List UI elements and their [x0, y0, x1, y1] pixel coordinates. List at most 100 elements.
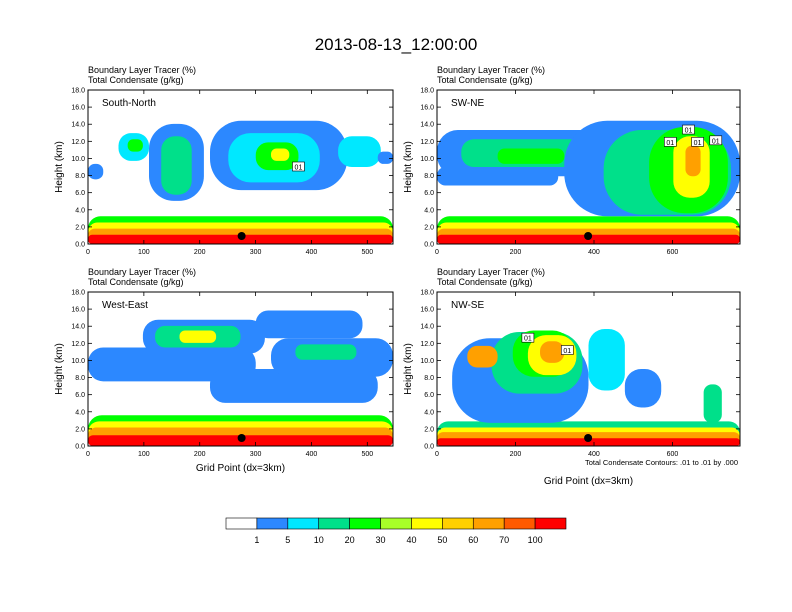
x-axis-label: Grid Point (dx=3km)	[196, 463, 285, 474]
panels: Boundary Layer Tracer (%)Total Condensat…	[54, 65, 741, 487]
contour-label: 01	[685, 128, 693, 135]
y-tick-label: 16.0	[420, 105, 434, 112]
panel-nw-se: Boundary Layer Tracer (%)Total Condensat…	[403, 267, 741, 487]
y-tick-label: 10.0	[71, 358, 85, 365]
y-tick-label: 4.0	[75, 409, 85, 416]
colorbar-label: 5	[285, 535, 290, 545]
contour-label: 01	[694, 140, 702, 147]
location-marker	[584, 434, 593, 442]
x-axis-label: Grid Point (dx=3km)	[544, 476, 633, 487]
y-tick-label: 8.0	[424, 375, 434, 382]
panel-frame	[436, 89, 741, 245]
colorbar-swatch	[534, 517, 567, 530]
colorbar-label: 50	[437, 535, 447, 545]
field-region	[88, 347, 256, 382]
panel-header-tracer: Boundary Layer Tracer (%)	[437, 65, 545, 75]
panel-south-north: Boundary Layer Tracer (%)Total Condensat…	[54, 65, 394, 256]
panel-header-tracer: Boundary Layer Tracer (%)	[88, 267, 196, 277]
field-region	[127, 139, 143, 152]
x-tick-label: 600	[667, 249, 679, 256]
contour-label: 01	[666, 140, 674, 147]
y-tick-label: 18.0	[71, 88, 85, 95]
panel-header-tracer: Boundary Layer Tracer (%)	[437, 267, 545, 277]
panel-field	[88, 292, 393, 446]
contour-label: 01	[563, 348, 571, 355]
y-tick-label: 0.0	[424, 242, 434, 249]
contour-label-box	[691, 137, 704, 147]
y-tick-label: 14.0	[420, 122, 434, 129]
y-tick-label: 2.0	[75, 224, 85, 231]
y-tick-label: 6.0	[75, 392, 85, 399]
colorbar-label: 20	[345, 535, 355, 545]
y-tick-label: 0.0	[75, 444, 85, 451]
contour-label-box	[664, 137, 677, 147]
colorbar-swatch	[411, 517, 443, 530]
x-tick-label: 400	[588, 451, 600, 458]
colorbar-label: 10	[314, 535, 324, 545]
colorbar-label: 100	[528, 535, 543, 545]
contour-label-box	[521, 332, 535, 343]
chart-title: 2013-08-13_12:00:00	[315, 35, 478, 54]
x-tick-label: 200	[510, 249, 522, 256]
contour-label-box	[709, 135, 723, 146]
contour-label-box	[560, 345, 574, 355]
panel-sw-ne: Boundary Layer Tracer (%)Total Condensat…	[403, 65, 741, 256]
panel-frame	[87, 89, 394, 245]
colorbar-swatch	[287, 517, 320, 530]
y-tick-label: 6.0	[424, 190, 434, 197]
y-tick-label: 2.0	[75, 426, 85, 433]
y-tick-label: 12.0	[71, 341, 85, 348]
x-tick-label: 200	[194, 249, 206, 256]
panel-frame	[87, 291, 394, 447]
y-tick-label: 12.0	[71, 139, 85, 146]
panel-west-east: Boundary Layer Tracer (%)Total Condensat…	[54, 267, 394, 474]
y-tick-label: 16.0	[71, 105, 85, 112]
x-tick-label: 200	[194, 451, 206, 458]
y-tick-label: 6.0	[424, 392, 434, 399]
location-marker	[237, 232, 246, 240]
x-tick-label: 400	[306, 249, 318, 256]
panel-field	[437, 292, 740, 446]
colorbar-swatch	[472, 517, 505, 530]
x-tick-label: 0	[86, 249, 90, 256]
y-tick-label: 4.0	[424, 409, 434, 416]
y-tick-label: 12.0	[420, 341, 434, 348]
field-region	[88, 163, 104, 180]
y-tick-label: 6.0	[75, 190, 85, 197]
x-tick-label: 500	[361, 249, 373, 256]
y-tick-label: 0.0	[424, 444, 434, 451]
y-tick-label: 18.0	[420, 290, 434, 297]
panel-header-condensate: Total Condensate (g/kg)	[437, 75, 533, 85]
y-axis-label: Height (km)	[54, 343, 65, 395]
field-region	[588, 328, 625, 391]
y-tick-label: 8.0	[75, 375, 85, 382]
field-region	[271, 148, 290, 161]
panel-name: West-East	[102, 300, 148, 311]
field-region	[377, 151, 393, 164]
field-region	[685, 145, 701, 177]
y-tick-label: 10.0	[71, 156, 85, 163]
y-tick-label: 16.0	[420, 307, 434, 314]
panel-name: SW-NE	[451, 98, 484, 109]
field-region	[161, 136, 192, 195]
field-region	[540, 341, 565, 363]
y-tick-label: 14.0	[420, 324, 434, 331]
y-tick-label: 14.0	[71, 122, 85, 129]
y-tick-label: 18.0	[420, 88, 434, 95]
colorbar-label: 60	[468, 535, 478, 545]
x-tick-label: 200	[510, 451, 522, 458]
x-tick-label: 400	[588, 249, 600, 256]
panel-name: NW-SE	[451, 300, 484, 311]
colorbar-swatch	[225, 517, 258, 530]
y-tick-label: 10.0	[420, 358, 434, 365]
field-region	[295, 344, 357, 360]
colorbar-swatch	[380, 517, 412, 530]
y-axis-label: Height (km)	[54, 141, 65, 193]
contour-label-box	[292, 161, 305, 172]
field-region	[255, 310, 363, 339]
y-tick-label: 14.0	[71, 324, 85, 331]
colorbar-swatch	[256, 517, 289, 530]
x-tick-label: 0	[435, 451, 439, 458]
contour-label: 01	[712, 138, 720, 145]
y-axis-label: Height (km)	[403, 343, 414, 395]
